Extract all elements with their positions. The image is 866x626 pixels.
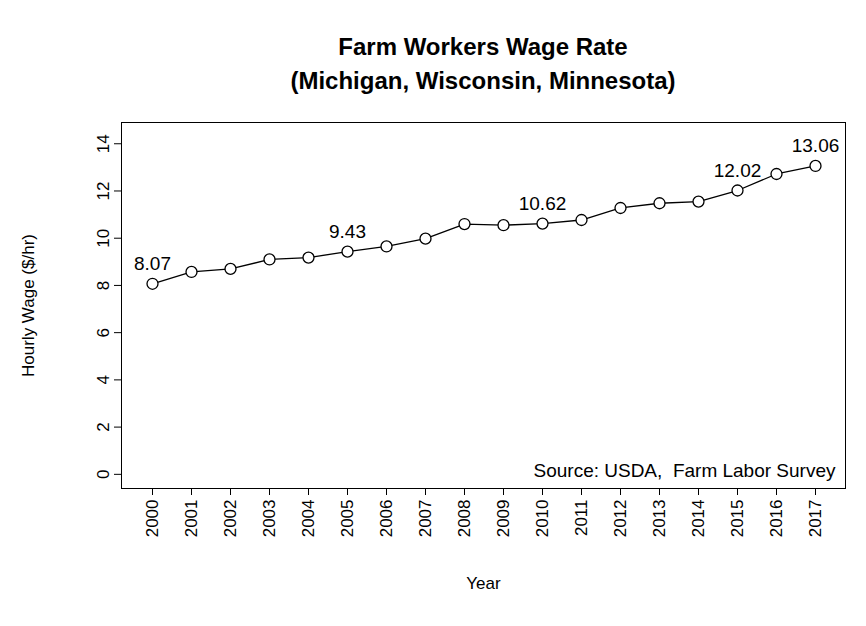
svg-text:2010: 2010 bbox=[533, 500, 552, 538]
svg-text:10.62: 10.62 bbox=[519, 193, 567, 214]
svg-text:2016: 2016 bbox=[767, 500, 786, 538]
svg-text:10: 10 bbox=[94, 229, 113, 248]
svg-text:2015: 2015 bbox=[728, 500, 747, 538]
svg-text:2012: 2012 bbox=[611, 500, 630, 538]
svg-text:2003: 2003 bbox=[260, 500, 279, 538]
svg-text:2011: 2011 bbox=[572, 500, 591, 537]
svg-text:2005: 2005 bbox=[338, 500, 357, 538]
svg-text:2014: 2014 bbox=[689, 500, 708, 538]
svg-text:2007: 2007 bbox=[416, 500, 435, 538]
svg-text:2017: 2017 bbox=[806, 500, 825, 538]
svg-text:12.02: 12.02 bbox=[714, 160, 762, 181]
svg-text:2006: 2006 bbox=[377, 500, 396, 538]
html-text:(Michigan, Wisconsin, Minnesot: (Michigan, Wisconsin, Minnesota) bbox=[290, 67, 676, 94]
svg-text:2009: 2009 bbox=[494, 500, 513, 538]
svg-text:2000: 2000 bbox=[143, 500, 162, 538]
svg-text:2013: 2013 bbox=[650, 500, 669, 538]
svg-text:9.43: 9.43 bbox=[329, 221, 366, 242]
svg-text:8: 8 bbox=[94, 281, 113, 290]
svg-text:13.06: 13.06 bbox=[792, 135, 840, 156]
svg-text:Year: Year bbox=[466, 574, 501, 593]
svg-text:4: 4 bbox=[94, 375, 113, 384]
svg-text:2004: 2004 bbox=[299, 500, 318, 538]
svg-text:6: 6 bbox=[94, 328, 113, 337]
svg-text:0: 0 bbox=[94, 470, 113, 479]
svg-text:2002: 2002 bbox=[221, 500, 240, 538]
svg-text:12: 12 bbox=[94, 182, 113, 201]
svg-text:14: 14 bbox=[94, 134, 113, 153]
html-text:Farm Workers Wage Rate: Farm Workers Wage Rate bbox=[338, 33, 628, 60]
svg-text:2001: 2001 bbox=[182, 500, 201, 538]
svg-text:Hourly Wage ($/hr): Hourly Wage ($/hr) bbox=[19, 234, 38, 377]
svg-text:8.07: 8.07 bbox=[134, 253, 171, 274]
svg-text:2008: 2008 bbox=[455, 500, 474, 538]
svg-text:Source: USDA, Farm Labor Surv: Source: USDA, Farm Labor Survey bbox=[534, 460, 836, 481]
svg-text:2: 2 bbox=[94, 422, 113, 431]
